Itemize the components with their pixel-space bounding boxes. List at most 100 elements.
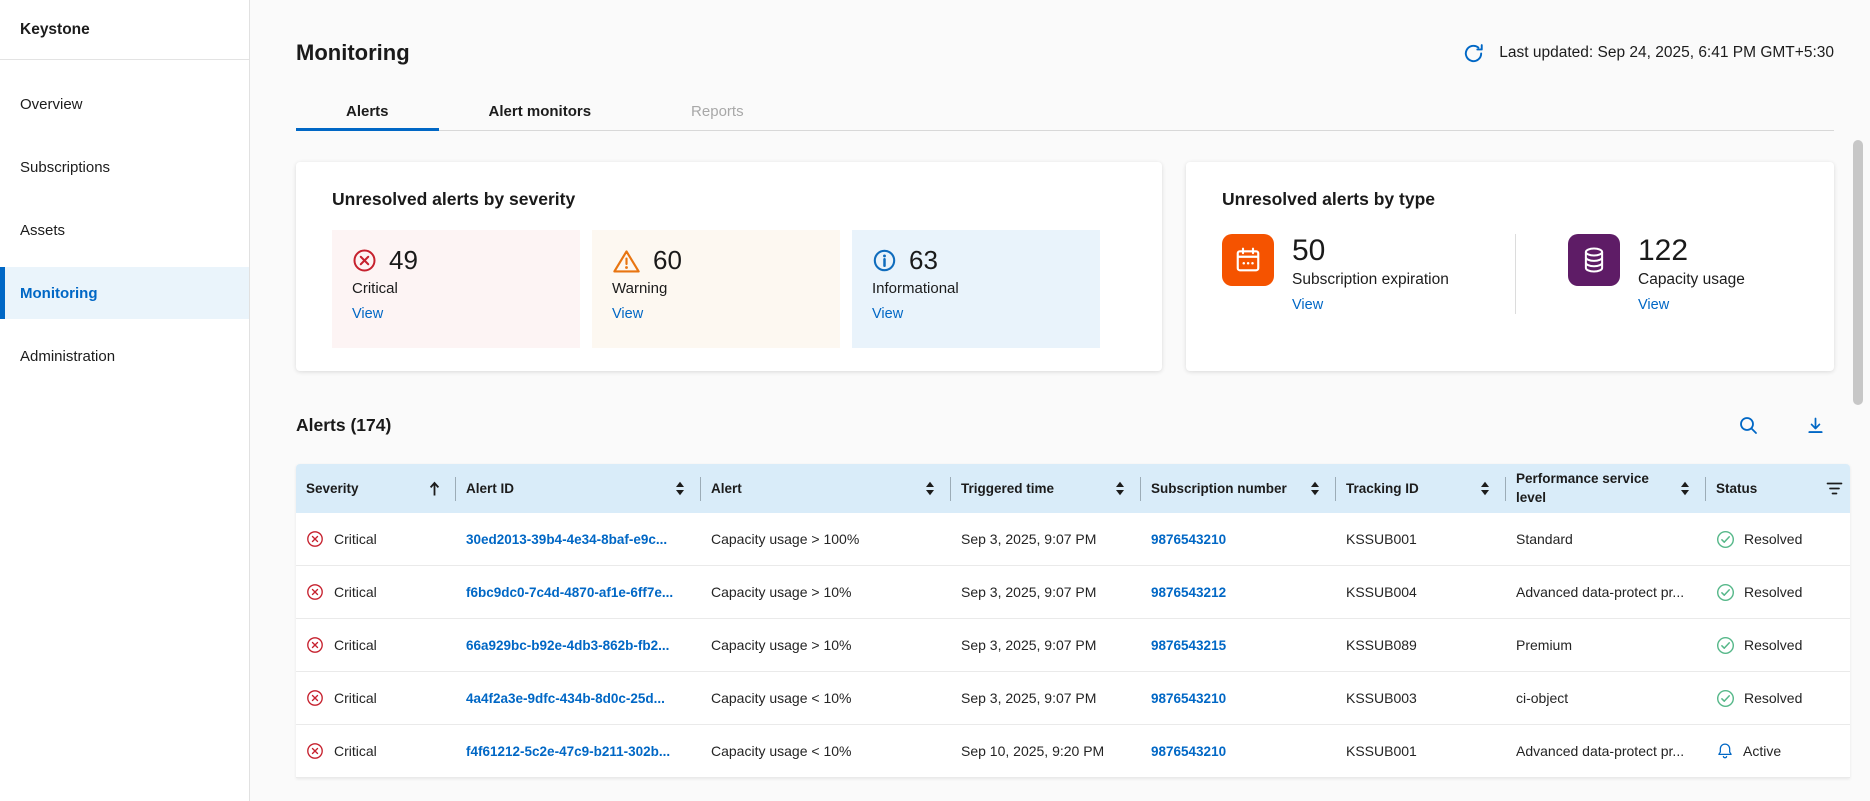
table-row[interactable]: Critical 66a929bc-b92e-4db3-862b-fb2... … [296, 619, 1850, 672]
tab-label: Reports [691, 103, 744, 120]
alert-cell: Capacity usage < 10% [711, 743, 852, 759]
triggered-time-cell: Sep 3, 2025, 9:07 PM [961, 637, 1097, 653]
column-header-triggered-time[interactable]: Triggered time [951, 464, 1141, 513]
severity-tile-informational: 63 Informational View [852, 230, 1100, 348]
status-label: Resolved [1744, 637, 1803, 653]
sidebar-item-label: Administration [20, 347, 116, 365]
severity-tile-warning: 60 Warning View [592, 230, 840, 348]
sort-icon[interactable] [1680, 481, 1690, 496]
alert-id-link[interactable]: f4f61212-5c2e-47c9-b211-302b... [466, 743, 671, 759]
column-header-alert[interactable]: Alert [701, 464, 951, 513]
column-header-status[interactable]: Status [1706, 464, 1850, 513]
sort-icon[interactable] [675, 481, 685, 496]
tab-label: Alerts [346, 103, 389, 120]
sidebar-nav: Overview Subscriptions Assets Monitoring Adm… [0, 60, 249, 382]
view-link[interactable]: View [1292, 296, 1324, 313]
column-divider [700, 476, 701, 501]
triggered-time-cell: Sep 10, 2025, 9:20 PM [961, 743, 1105, 759]
alert-id-link[interactable]: 66a929bc-b92e-4db3-862b-fb2... [466, 637, 670, 653]
alert-id-link[interactable]: f6bc9dc0-7c4d-4870-af1e-6ff7e... [466, 584, 674, 600]
tab-alert-monitors[interactable]: Alert monitors [439, 93, 642, 130]
severity-tile-critical: 49 Critical View [332, 230, 580, 348]
sort-icon[interactable] [1480, 481, 1490, 496]
critical-circle-x-icon [306, 583, 324, 601]
sidebar: Keystone Overview Subscriptions Assets Moni… [0, 0, 250, 801]
tab-reports[interactable]: Reports [641, 93, 794, 130]
sidebar-item-label: Overview [20, 95, 83, 113]
column-label: Performance service level [1516, 471, 1649, 505]
tab-bar: Alerts Alert monitors Reports [296, 93, 1834, 131]
column-divider [1505, 476, 1506, 501]
column-header-alert-id[interactable]: Alert ID [456, 464, 701, 513]
critical-circle-x-icon [306, 742, 324, 760]
download-icon[interactable] [1805, 415, 1826, 436]
main-content: Monitoring Last updated: Sep 24, 2025, 6… [250, 0, 1870, 801]
column-header-subscription-number[interactable]: Subscription number [1141, 464, 1336, 513]
subscription-number-link[interactable]: 9876543210 [1151, 743, 1227, 759]
sidebar-item-subscriptions[interactable]: Subscriptions [0, 141, 249, 193]
triggered-time-cell: Sep 3, 2025, 9:07 PM [961, 690, 1097, 706]
type-count: 122 [1638, 234, 1689, 267]
vertical-scrollbar[interactable] [1853, 140, 1863, 405]
column-header-tracking-id[interactable]: Tracking ID [1336, 464, 1506, 513]
tab-alerts[interactable]: Alerts [296, 93, 439, 131]
severity-label: Warning [612, 280, 668, 297]
type-entry-subscription-expiration: 50 Subscription expiration View [1222, 234, 1515, 314]
refresh-icon[interactable] [1462, 42, 1485, 65]
resolved-check-icon [1716, 689, 1735, 708]
sidebar-item-assets[interactable]: Assets [0, 204, 249, 256]
view-link[interactable]: View [872, 306, 904, 322]
table-row[interactable]: Critical 4a4f2a3e-9dfc-434b-8d0c-25d... … [296, 672, 1850, 725]
tracking-id-cell: KSSUB001 [1346, 531, 1417, 547]
sidebar-item-administration[interactable]: Administration [0, 330, 249, 382]
type-label: Subscription expiration [1292, 270, 1449, 288]
filter-icon[interactable] [1826, 481, 1843, 496]
critical-circle-x-icon [306, 530, 324, 548]
alerts-list-title: Alerts (174) [296, 415, 392, 435]
alerts-table: Severity Alert ID Alert [296, 464, 1850, 778]
column-divider [950, 476, 951, 501]
severity-count: 63 [909, 245, 938, 275]
column-header-severity[interactable]: Severity [296, 464, 456, 513]
resolved-check-icon [1716, 583, 1735, 602]
search-icon[interactable] [1738, 415, 1759, 436]
tracking-id-cell: KSSUB003 [1346, 690, 1417, 706]
triggered-time-cell: Sep 3, 2025, 9:07 PM [961, 531, 1097, 547]
tracking-id-cell: KSSUB089 [1346, 637, 1417, 653]
severity-cell: Critical [334, 690, 377, 706]
tracking-id-cell: KSSUB004 [1346, 584, 1417, 600]
table-row[interactable]: Critical 30ed2013-39b4-4e34-8baf-e9c... … [296, 513, 1850, 566]
table-header-row: Severity Alert ID Alert [296, 464, 1850, 513]
info-circle-icon [872, 248, 897, 273]
subscription-number-link[interactable]: 9876543210 [1151, 531, 1227, 547]
column-header-performance-service-level[interactable]: Performance service level [1506, 464, 1706, 513]
severity-cell: Critical [334, 531, 377, 547]
alert-id-link[interactable]: 30ed2013-39b4-4e34-8baf-e9c... [466, 531, 668, 547]
performance-service-level-cell: Advanced data-protect pr... [1516, 743, 1685, 759]
column-divider [1705, 476, 1706, 501]
table-row[interactable]: Critical f4f61212-5c2e-47c9-b211-302b...… [296, 725, 1850, 778]
tab-label: Alert monitors [488, 103, 592, 120]
active-bell-icon [1716, 742, 1734, 760]
severity-count: 49 [389, 245, 418, 275]
alert-cell: Capacity usage > 10% [711, 637, 852, 653]
view-link[interactable]: View [1638, 296, 1670, 313]
critical-circle-x-icon [352, 248, 377, 273]
sidebar-item-monitoring[interactable]: Monitoring [0, 267, 249, 319]
performance-service-level-cell: Premium [1516, 637, 1573, 653]
subscription-number-link[interactable]: 9876543210 [1151, 690, 1227, 706]
view-link[interactable]: View [352, 306, 384, 322]
view-link[interactable]: View [612, 306, 644, 322]
severity-cell: Critical [334, 637, 377, 653]
alert-id-link[interactable]: 4a4f2a3e-9dfc-434b-8d0c-25d... [466, 690, 665, 706]
sort-icon[interactable] [1310, 481, 1320, 496]
sidebar-item-overview[interactable]: Overview [0, 78, 249, 130]
subscription-number-link[interactable]: 9876543212 [1151, 584, 1227, 600]
sort-ascending-icon[interactable] [429, 481, 440, 497]
table-row[interactable]: Critical f6bc9dc0-7c4d-4870-af1e-6ff7e..… [296, 566, 1850, 619]
sort-icon[interactable] [1115, 481, 1125, 496]
sort-icon[interactable] [925, 481, 935, 496]
severity-tiles: 49 Critical View 60 Warning View [332, 230, 1126, 348]
column-label: Status [1716, 481, 1758, 496]
subscription-number-link[interactable]: 9876543215 [1151, 637, 1227, 653]
